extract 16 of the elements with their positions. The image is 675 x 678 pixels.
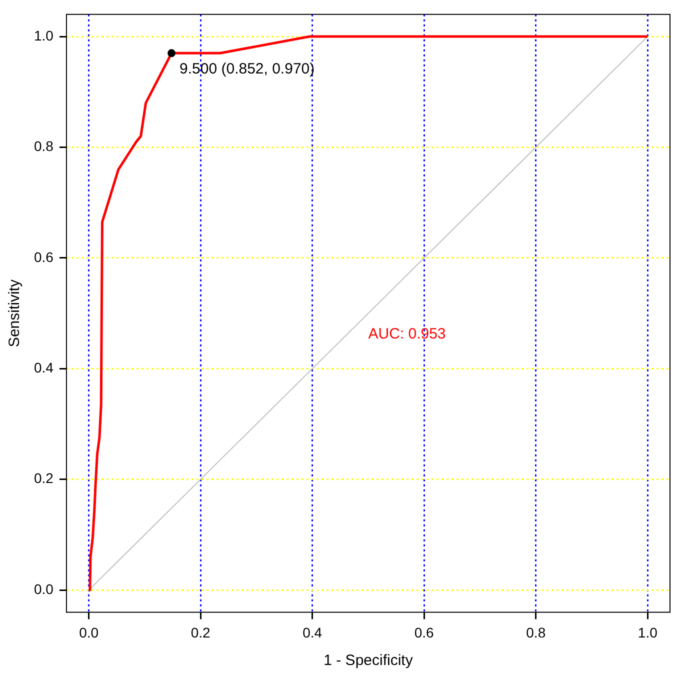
y-tick-label: 0.8 (34, 138, 54, 154)
y-tick-label: 1.0 (34, 27, 54, 44)
x-tick-label: 0.0 (79, 624, 99, 640)
annotation: 9.500 (0.852, 0.970) (180, 60, 315, 78)
x-tick-label: 0.8 (526, 624, 546, 640)
y-axis-title: Sensitivity (6, 279, 24, 348)
x-tick-label: 1.0 (638, 624, 658, 640)
y-tick-label: 0.0 (34, 580, 54, 597)
y-tick-label: 0.2 (34, 470, 54, 486)
annotation: AUC: 0.953 (368, 325, 446, 342)
y-tick-label: 0.6 (34, 248, 54, 265)
x-tick-label: 0.6 (414, 624, 434, 640)
y-tick-label: 0.4 (34, 360, 54, 376)
x-tick-label: 0.2 (190, 624, 211, 640)
x-axis-title: 1 - Specificity (324, 652, 414, 670)
x-tick-label: 0.4 (302, 624, 322, 640)
